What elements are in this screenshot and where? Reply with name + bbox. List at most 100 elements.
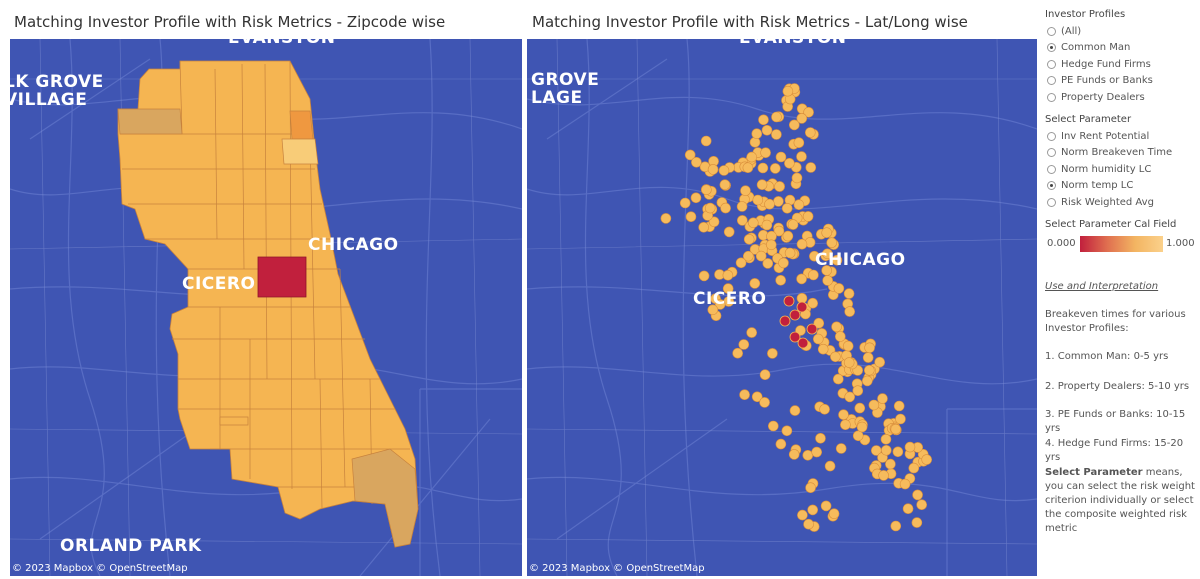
property-dot[interactable] [748,217,759,229]
property-dot[interactable] [880,433,892,445]
property-dot[interactable] [760,147,771,158]
property-dot[interactable] [821,227,833,238]
property-dot[interactable] [707,304,719,316]
property-dot[interactable] [796,238,808,250]
property-dot[interactable] [831,321,842,333]
property-dot[interactable] [796,113,808,124]
property-dot[interactable] [824,460,836,472]
property-dot-high-risk[interactable] [779,315,791,327]
property-dot[interactable] [774,181,785,192]
property-dot[interactable] [862,352,874,363]
property-dot[interactable] [782,230,794,242]
property-dot[interactable] [755,250,767,262]
property-dot[interactable] [911,517,923,528]
property-dot[interactable] [737,215,748,226]
property-dot[interactable] [893,400,905,412]
property-dot[interactable] [719,179,731,190]
property-dot[interactable] [722,283,734,294]
property-dot[interactable] [805,162,817,173]
property-dot[interactable] [830,351,841,363]
property-dot[interactable] [735,257,747,269]
property-dot[interactable] [809,250,820,262]
property-dot[interactable] [700,135,712,147]
chicago-zip-area[interactable] [117,60,419,548]
parameter-option[interactable]: Inv Rent Potential [1047,129,1149,143]
property-dot[interactable] [751,128,763,139]
property-dot[interactable] [921,454,933,465]
property-dot[interactable] [784,158,795,169]
parameter-option[interactable]: Norm Breakeven Time [1047,146,1172,160]
property-dot[interactable] [826,237,838,248]
property-dot[interactable] [722,270,734,281]
property-dot[interactable] [868,399,880,411]
property-dot[interactable] [781,425,793,437]
property-dot[interactable] [749,278,761,289]
property-dot[interactable] [757,162,769,174]
property-dot[interactable] [838,409,849,421]
property-dot[interactable] [877,393,888,404]
property-dot-high-risk[interactable] [806,323,818,335]
property-dot[interactable] [904,441,916,453]
property-dot[interactable] [698,270,710,282]
zip-area-lakeview[interactable] [281,138,319,165]
property-dot[interactable] [791,172,803,184]
parameter-option[interactable]: Norm temp LC [1047,179,1133,193]
property-dot[interactable] [844,391,856,403]
property-dot[interactable] [880,444,892,456]
property-dot[interactable] [768,420,779,432]
property-dot[interactable] [771,129,782,140]
property-dot[interactable] [822,275,834,286]
property-dot[interactable] [796,151,807,162]
property-dot[interactable] [832,373,844,385]
property-dot[interactable] [789,405,801,416]
property-dot[interactable] [782,85,794,97]
property-dot[interactable] [775,275,786,286]
property-dot[interactable] [770,163,781,174]
property-dot[interactable] [749,137,761,148]
property-dot[interactable] [756,179,768,190]
property-dot[interactable] [691,157,702,168]
radio-button-icon[interactable] [1047,164,1056,174]
property-dot[interactable] [833,283,845,294]
property-dot-high-risk[interactable] [797,337,809,349]
property-dot[interactable] [788,449,800,460]
property-dot[interactable] [775,438,787,450]
property-dot[interactable] [781,203,793,214]
zip-area-southeast[interactable] [351,448,419,548]
property-dot[interactable] [843,357,855,368]
property-dot[interactable] [807,297,819,309]
property-dot[interactable] [815,432,826,444]
dot-layer[interactable] [660,83,933,532]
property-dot[interactable] [864,342,875,354]
radio-button-icon[interactable] [1047,148,1056,157]
property-dot[interactable] [773,225,785,237]
property-dot-high-risk[interactable] [783,295,795,307]
property-dot[interactable] [895,413,906,425]
property-dot[interactable] [793,137,805,148]
property-dot[interactable] [660,213,672,224]
property-dot[interactable] [890,520,902,532]
radio-button-icon[interactable] [1047,197,1056,207]
property-dot[interactable] [813,317,825,329]
parameter-option[interactable]: Risk Weighted Avg [1047,195,1154,209]
zip-area-northeast[interactable] [289,110,314,140]
property-dot[interactable] [787,219,799,230]
property-dot[interactable] [758,114,769,126]
property-dot[interactable] [764,198,775,210]
property-dot[interactable] [784,247,796,259]
property-dot[interactable] [834,331,846,342]
property-dot[interactable] [863,364,875,376]
property-dot[interactable] [843,288,855,299]
property-dot[interactable] [761,219,773,231]
property-dot[interactable] [819,403,830,415]
property-dot[interactable] [759,369,771,381]
property-dot[interactable] [723,226,735,238]
property-dot[interactable] [698,222,709,233]
property-dot[interactable] [746,151,757,163]
property-dot[interactable] [714,299,726,310]
property-dot[interactable] [718,165,730,176]
map-attribution[interactable]: © 2023 Mapbox © OpenStreetMap [529,563,705,574]
property-dot[interactable] [740,185,751,196]
zipcode-map[interactable]: EVANSTON LK GROVE VILLAGE CICERO CHICAGO… [10,39,522,576]
property-dot-high-risk[interactable] [796,301,808,313]
